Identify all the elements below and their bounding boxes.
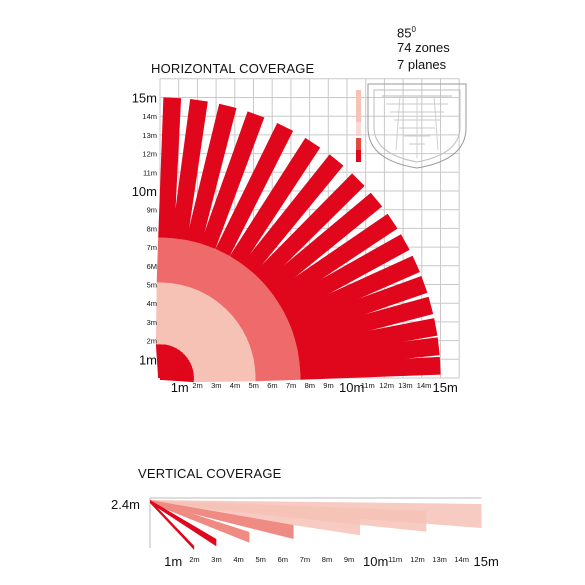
x-axis-label: 6m: [267, 381, 277, 390]
spec-zones: 74 zones: [397, 40, 450, 55]
y-axis-label: 9m: [147, 206, 157, 215]
y-axis-label: 13m: [142, 131, 157, 140]
beam-segment: [239, 303, 287, 339]
beam-segment: [195, 248, 230, 296]
beam-segment: [156, 237, 175, 283]
beam-segment: [155, 282, 172, 345]
x-axis-label: 14m: [417, 381, 432, 390]
x-axis-label: 3m: [211, 381, 221, 390]
beam-segment: [158, 97, 182, 239]
x-axis-label: 8m: [305, 381, 315, 390]
y-axis-label: 15m: [132, 91, 157, 106]
x-axis-label: 9m: [323, 381, 333, 390]
beam-segment: [296, 318, 438, 361]
vertical-x-axis-label: 5m: [256, 555, 266, 564]
beam-group: [155, 97, 441, 383]
vertical-x-axis-label: 14m: [454, 555, 469, 564]
vertical-x-axis-label: 2m: [189, 555, 199, 564]
x-axis-label: 1m: [171, 380, 189, 395]
x-axis-label: 4m: [230, 381, 240, 390]
x-axis-label: 2m: [192, 381, 202, 390]
beam-segment: [155, 344, 168, 379]
beam-segment: [242, 154, 344, 274]
vertical-x-axis-label: 11m: [388, 555, 402, 564]
y-axis-label: 11m: [143, 168, 157, 177]
spec-planes: 7 planes: [397, 57, 447, 72]
coverage-plane: [150, 500, 250, 543]
vertical-x-axis-label: 6m: [278, 555, 288, 564]
x-axis-label: 11m: [361, 381, 375, 390]
beam-segment: [222, 273, 265, 316]
vertical-x-axis-label: 7m: [300, 555, 310, 564]
spec-angle-value: 85: [397, 25, 412, 41]
beam-segment: [253, 173, 365, 285]
vertical-x-axis-label: 15m: [474, 554, 499, 569]
y-axis-label: 12m: [142, 150, 157, 159]
vertical-x-axis-label: 3m: [211, 555, 221, 564]
beam-segment: [205, 256, 244, 303]
height-label: 2.4m: [111, 497, 140, 512]
beam-segment: [171, 99, 208, 241]
beam-segment: [215, 123, 294, 256]
y-axis-label: 3m: [147, 318, 157, 327]
vertical-x-axis-label: 1m: [164, 554, 182, 569]
spec-angle: 850: [397, 22, 416, 41]
coverage-plane: [150, 500, 360, 536]
beam-segment: [298, 337, 440, 370]
beam-segment: [229, 137, 321, 265]
beam-segment: [214, 264, 255, 309]
y-axis-label: 8m: [147, 224, 157, 233]
vertical-x-axis-label: 9m: [344, 555, 354, 564]
vertical-x-axis-label: 8m: [322, 555, 332, 564]
horizontal-coverage-title: HORIZONTAL COVERAGE: [151, 61, 315, 76]
x-axis-label: 5m: [249, 381, 259, 390]
y-axis-label: 4m: [147, 299, 157, 308]
x-axis-label: 7m: [286, 381, 296, 390]
y-axis-label: 2m: [147, 337, 157, 346]
beam-segment: [278, 234, 410, 317]
coverage-plane: [150, 500, 294, 539]
vertical-x-axis-label: 4m: [233, 555, 243, 564]
coverage-plane: [150, 500, 195, 550]
spec-angle-degree: 0: [411, 25, 416, 34]
y-axis-label: 5m: [147, 281, 157, 290]
beam-segment: [200, 111, 265, 249]
beam-segment: [263, 192, 383, 295]
x-axis-label: 10m: [339, 380, 364, 395]
beam-segment: [293, 296, 434, 350]
vertical-x-axis-label: 10m: [363, 554, 388, 569]
beam-segment: [228, 282, 274, 324]
y-axis-label: 14m: [142, 112, 157, 121]
y-axis-label: 7m: [147, 243, 157, 252]
plane-group: [150, 500, 482, 550]
coverage-plane: [150, 500, 217, 547]
y-axis-label: 1m: [139, 352, 157, 367]
beam-segment: [234, 293, 281, 331]
y-axis-label: 10m: [132, 184, 157, 199]
vertical-x-axis-label: 12m: [410, 555, 425, 564]
beam-segment: [244, 313, 292, 346]
beam-segment: [175, 240, 202, 288]
x-axis-label: 15m: [433, 380, 458, 395]
beam-segment: [271, 213, 398, 307]
beam-segment: [186, 103, 237, 244]
beam-segment: [289, 276, 428, 339]
x-axis-label: 13m: [398, 381, 413, 390]
x-axis-label: 12m: [379, 381, 394, 390]
vertical-coverage-title: VERTICAL COVERAGE: [138, 466, 282, 481]
vertical-x-axis-label: 13m: [432, 555, 447, 564]
beam-segment: [284, 255, 420, 329]
y-axis-label: 6M: [147, 262, 157, 271]
beam-segment: [185, 243, 216, 291]
